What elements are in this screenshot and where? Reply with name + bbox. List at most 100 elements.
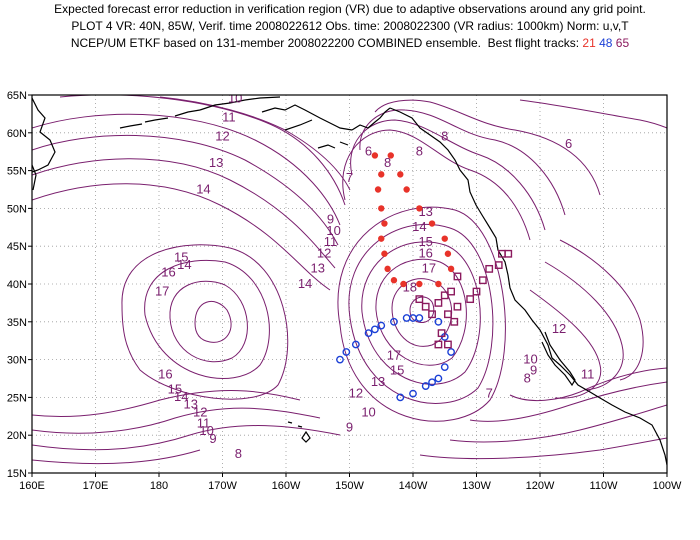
contour-label: 8 — [235, 446, 242, 461]
track-b-point — [447, 348, 455, 356]
track-b-point — [440, 363, 449, 372]
contour-label: 16 — [158, 367, 172, 382]
track-a-point — [387, 152, 394, 159]
track-b-point — [434, 374, 443, 383]
contour-label: 11 — [581, 367, 595, 382]
track-a-point — [381, 250, 388, 257]
contour-label: 6 — [565, 136, 572, 151]
track-c-point — [478, 276, 487, 285]
flight-tracks — [336, 152, 513, 402]
contour-label: 12 — [317, 246, 331, 261]
track-c-point — [453, 302, 462, 311]
track-a-point — [371, 152, 379, 159]
contour-label: 14 — [412, 219, 426, 234]
contour-label: 8 — [384, 155, 391, 170]
contour-label: 7 — [346, 170, 353, 185]
track-c-point — [485, 264, 494, 273]
contour-label: 10 — [228, 91, 242, 106]
lat-tick-label: 45N — [7, 241, 27, 253]
contour-label: 11 — [324, 234, 338, 249]
track-b-point — [402, 314, 411, 322]
lat-tick-label: 55N — [7, 166, 27, 178]
lon-tick-label: 170W — [208, 480, 237, 492]
contour-label: 16 — [418, 246, 432, 261]
track-b-point — [342, 348, 351, 356]
track-a-point — [416, 280, 423, 288]
contour-label: 8 — [524, 370, 531, 385]
title-line-2: PLOT 4 VR: 40N, 85W, Verif. time 2008022… — [71, 19, 629, 33]
track-a-legend: 21 — [582, 36, 596, 50]
contour-label: 9 — [530, 363, 537, 378]
track-a-point — [378, 205, 385, 212]
contour-label: 13 — [371, 374, 385, 389]
track-c-point — [444, 340, 452, 349]
track-b-point — [428, 378, 436, 387]
lon-tick-label: 100W — [653, 480, 682, 492]
lat-tick-label: 20N — [7, 430, 27, 442]
contour-label: 13 — [184, 397, 198, 412]
lon-tick-label: 160E — [19, 480, 45, 492]
track-a-point — [428, 220, 436, 227]
contour-label: 9 — [209, 431, 216, 446]
contour-label: 15 — [168, 382, 182, 397]
track-a-point — [390, 277, 398, 284]
lat-tick-label: 25N — [7, 392, 27, 404]
contour-label: 16 — [161, 264, 175, 279]
contour-label: 7 — [486, 385, 493, 400]
title-line-3: NCEP/UM ETKF based on 131-member 2008022… — [0, 36, 700, 50]
track-a-point — [374, 186, 382, 193]
contour-lines — [32, 95, 667, 465]
track-c-point — [444, 310, 452, 319]
track-c-point — [472, 287, 481, 296]
contour-label: 8 — [416, 143, 423, 158]
lon-tick-label: 150W — [335, 480, 364, 492]
lat-tick-label: 30N — [7, 355, 27, 367]
contour-label: 11 — [197, 416, 211, 431]
track-b-point — [390, 317, 398, 326]
contour-labels: 1011121314141516171615141312111098678889… — [155, 91, 595, 461]
contour-label: 14 — [174, 389, 188, 404]
contour-label: 14 — [298, 276, 312, 291]
track-a-point — [444, 250, 452, 257]
title-line-3-prefix: NCEP/UM ETKF based on 131-member 2008022… — [70, 36, 580, 50]
track-a-point — [381, 220, 388, 227]
contour-label: 8 — [441, 128, 448, 143]
lat-tick-label: 40N — [7, 279, 27, 291]
contour-label: 13 — [311, 261, 325, 276]
contour-label: 9 — [346, 419, 353, 434]
contour-label: 13 — [209, 155, 223, 170]
contour-label: 11 — [222, 109, 236, 124]
lat-tick-label: 60N — [7, 128, 27, 140]
contour-label: 14 — [177, 257, 191, 272]
track-a-point — [403, 186, 410, 193]
contour-label: 12 — [349, 385, 363, 400]
track-b-point — [377, 321, 386, 330]
lon-tick-label: 160W — [272, 480, 301, 492]
grid-lines — [32, 95, 667, 473]
track-c-point — [450, 317, 459, 326]
contour-label: 10 — [326, 223, 340, 238]
contour-label: 17 — [387, 348, 401, 363]
axis-labels: 160E 170E 180 170W 160W 150W 140W 130W 120W 110W 1… — [7, 90, 682, 492]
track-b-point — [434, 317, 443, 326]
track-c-point — [421, 302, 430, 311]
track-b-point — [336, 355, 344, 364]
track-c-point — [428, 310, 436, 319]
track-c-point — [447, 287, 455, 296]
track-b-point — [421, 382, 430, 390]
track-a-point — [397, 171, 404, 178]
track-a-point — [378, 235, 385, 242]
contour-label: 14 — [196, 181, 210, 196]
contour-label: 15 — [174, 249, 188, 264]
track-c-point — [434, 299, 443, 307]
track-b-point — [351, 340, 360, 349]
contour-label: 15 — [390, 363, 404, 378]
track-b-point — [370, 325, 379, 334]
track-a-point — [435, 280, 442, 288]
coastlines — [32, 96, 667, 466]
lon-tick-label: 130W — [462, 480, 491, 492]
title-line-1: Expected forecast error reduction in ver… — [54, 2, 646, 16]
lat-tick-label: 15N — [7, 468, 27, 480]
track-a-point — [441, 235, 448, 242]
